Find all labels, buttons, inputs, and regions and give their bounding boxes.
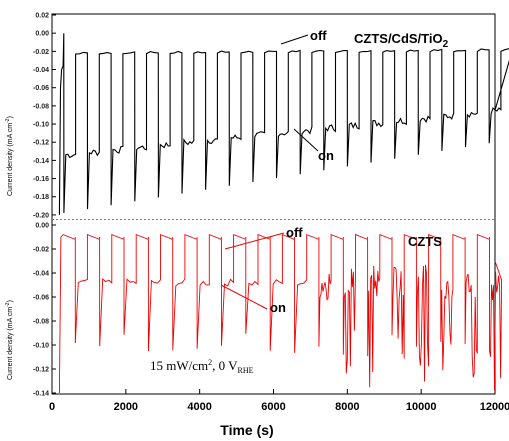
y-tick-label: -0.02 xyxy=(33,247,49,254)
bottom-y-axis-label: Current density (mA cm-2) xyxy=(5,300,14,380)
top-y-axis-label: Current density (mA cm-2) xyxy=(5,116,14,196)
x-axis: 0 2000 4000 6000 8000 10000 12000 xyxy=(49,389,509,413)
y-tick-label: -0.16 xyxy=(33,176,49,183)
x-tick-label: 10000 xyxy=(406,401,437,413)
y-tick-label: -0.12 xyxy=(33,367,49,374)
y-tick-label: -0.04 xyxy=(33,67,49,74)
x-tick-label: 12000 xyxy=(480,401,509,413)
y-tick-label: 0.00 xyxy=(35,223,49,230)
top-y-axis: 0.02 0.00 -0.02 -0.04 -0.06 -0.08 -0.10 -0.12 -0… xyxy=(33,13,56,219)
y-tick-label: 0.02 xyxy=(35,13,49,20)
y-tick-label: -0.20 xyxy=(33,212,49,219)
x-tick-label: 4000 xyxy=(187,401,211,413)
bottom-on-pointer xyxy=(220,284,268,310)
x-tick-label: 8000 xyxy=(335,401,359,413)
y-tick-label: -0.08 xyxy=(33,319,49,326)
y-tick-label: -0.08 xyxy=(33,103,49,110)
y-tick-label: -0.06 xyxy=(33,85,49,92)
measurement-condition: 15 mW/cm2, 0 VRHE xyxy=(150,358,254,375)
top-on-annotation: on xyxy=(318,148,334,163)
y-tick-label: -0.18 xyxy=(33,194,49,201)
y-tick-label: -0.04 xyxy=(33,271,49,278)
series-label-czts: CZTS xyxy=(408,234,442,249)
bottom-off-annotation: off xyxy=(286,225,303,240)
x-tick-label: 2000 xyxy=(114,401,138,413)
y-tick-label: -0.14 xyxy=(33,391,49,398)
x-tick-label: 0 xyxy=(49,401,55,413)
y-tick-label: -0.02 xyxy=(33,49,49,56)
series-line-czts xyxy=(58,233,503,394)
bottom-on-annotation: on xyxy=(270,300,286,315)
y-tick-label: 0.00 xyxy=(35,31,49,38)
series-label-czts-cds-tio2: CZTS/CdS/TiO2 xyxy=(354,31,449,50)
bottom-y-axis: 0.00 -0.02 -0.04 -0.06 -0.08 -0.10 -0.12 -0.14 xyxy=(33,223,56,398)
top-on-pointer xyxy=(293,128,319,152)
top-off-annotation: off xyxy=(310,28,327,43)
y-tick-label: -0.10 xyxy=(33,343,49,350)
series-line-czts-cds-tio2 xyxy=(58,33,509,215)
y-tick-label: -0.12 xyxy=(33,140,49,147)
y-tick-label: -0.14 xyxy=(33,158,49,165)
y-tick-label: -0.10 xyxy=(33,122,49,129)
x-axis-label: Time (s) xyxy=(220,422,273,438)
top-off-pointer xyxy=(280,34,309,45)
x-tick-label: 6000 xyxy=(261,401,285,413)
y-tick-label: -0.06 xyxy=(33,295,49,302)
bottom-off-pointer xyxy=(224,232,285,250)
